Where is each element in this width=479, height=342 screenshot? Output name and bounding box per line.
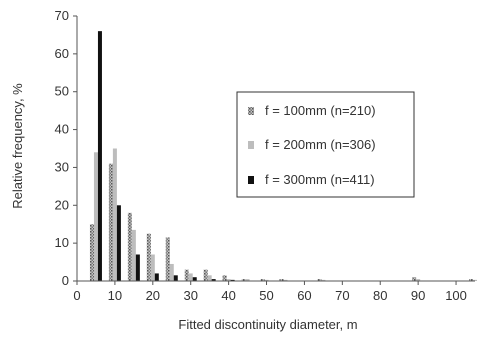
bar-series-1 — [146, 233, 151, 281]
bar-series-1 — [260, 279, 265, 281]
bar-series-2 — [150, 254, 155, 281]
x-tick-label: 80 — [373, 288, 387, 303]
bar-series-2 — [188, 273, 193, 281]
bar-series-3 — [116, 205, 121, 281]
bar-series-1 — [203, 269, 208, 281]
bar-series-3 — [230, 279, 235, 281]
bar-series-1 — [469, 279, 473, 281]
y-tick-label: 20 — [55, 197, 69, 212]
y-axis-title: Relative frequency, % — [10, 83, 25, 209]
bar-series-3 — [173, 275, 178, 281]
bar-series-1 — [412, 277, 417, 281]
bar-series-3 — [97, 31, 102, 282]
bar-series-1 — [165, 237, 170, 281]
bar-series-1 — [184, 269, 189, 281]
bar-series-2 — [93, 152, 98, 281]
bar-series-2 — [169, 263, 174, 281]
bar-series-1 — [222, 275, 227, 281]
legend-label-series-1: f = 100mm (n=210) — [265, 103, 376, 118]
x-tick-label: 100 — [445, 288, 467, 303]
y-tick-label: 50 — [55, 84, 69, 99]
bar-series-3 — [211, 279, 216, 281]
bar-series-2 — [131, 229, 136, 281]
bar-series-3 — [192, 277, 197, 281]
y-tick-label: 40 — [55, 122, 69, 137]
y-tick-label: 0 — [62, 273, 69, 288]
bar-series-3 — [135, 254, 140, 281]
x-tick-label: 60 — [297, 288, 311, 303]
bar-series-1 — [89, 224, 94, 281]
bars-layer — [89, 31, 477, 282]
y-ticks: 0 10 20 30 40 50 60 70 — [55, 8, 77, 288]
bar-series-2 — [207, 275, 212, 281]
bar-series-3 — [154, 273, 159, 281]
legend-swatch-series-2 — [248, 141, 254, 149]
y-tick-label: 10 — [55, 235, 69, 250]
y-tick-label: 30 — [55, 159, 69, 174]
legend: f = 100mm (n=210) f = 200mm (n=306) f = … — [236, 91, 415, 198]
legend-swatch-series-3 — [248, 176, 254, 184]
bar-series-2 — [283, 279, 288, 281]
bar-series-1 — [241, 279, 246, 281]
bar-series-2 — [264, 279, 269, 281]
x-tick-label: 10 — [108, 288, 122, 303]
bar-series-2 — [321, 279, 326, 281]
legend-label-series-3: f = 300mm (n=411) — [265, 172, 375, 187]
bar-series-1 — [317, 279, 322, 281]
legend-label-series-2: f = 200mm (n=306) — [265, 137, 376, 152]
x-tick-label: 40 — [221, 288, 235, 303]
y-tick-label: 60 — [55, 46, 69, 61]
legend-swatch-series-1 — [248, 107, 254, 115]
x-tick-label: 90 — [411, 288, 425, 303]
bar-series-2 — [112, 148, 117, 281]
x-tick-label: 0 — [73, 288, 80, 303]
bar-series-2 — [473, 279, 477, 281]
x-ticks: 0 10 20 30 40 50 60 70 80 90 100 — [73, 281, 467, 303]
x-tick-label: 30 — [183, 288, 197, 303]
x-tick-label: 70 — [335, 288, 349, 303]
bar-series-2 — [245, 279, 250, 281]
x-tick-label: 50 — [259, 288, 273, 303]
x-tick-label: 20 — [146, 288, 160, 303]
bar-series-1 — [127, 212, 132, 281]
bar-series-1 — [279, 279, 284, 281]
x-axis-title: Fitted discontinuity diameter, m — [178, 317, 357, 332]
bar-series-2 — [416, 279, 421, 281]
y-tick-label: 70 — [55, 8, 69, 23]
bar-series-1 — [108, 163, 113, 281]
legend-box — [236, 91, 415, 198]
bar-series-2 — [226, 279, 231, 281]
